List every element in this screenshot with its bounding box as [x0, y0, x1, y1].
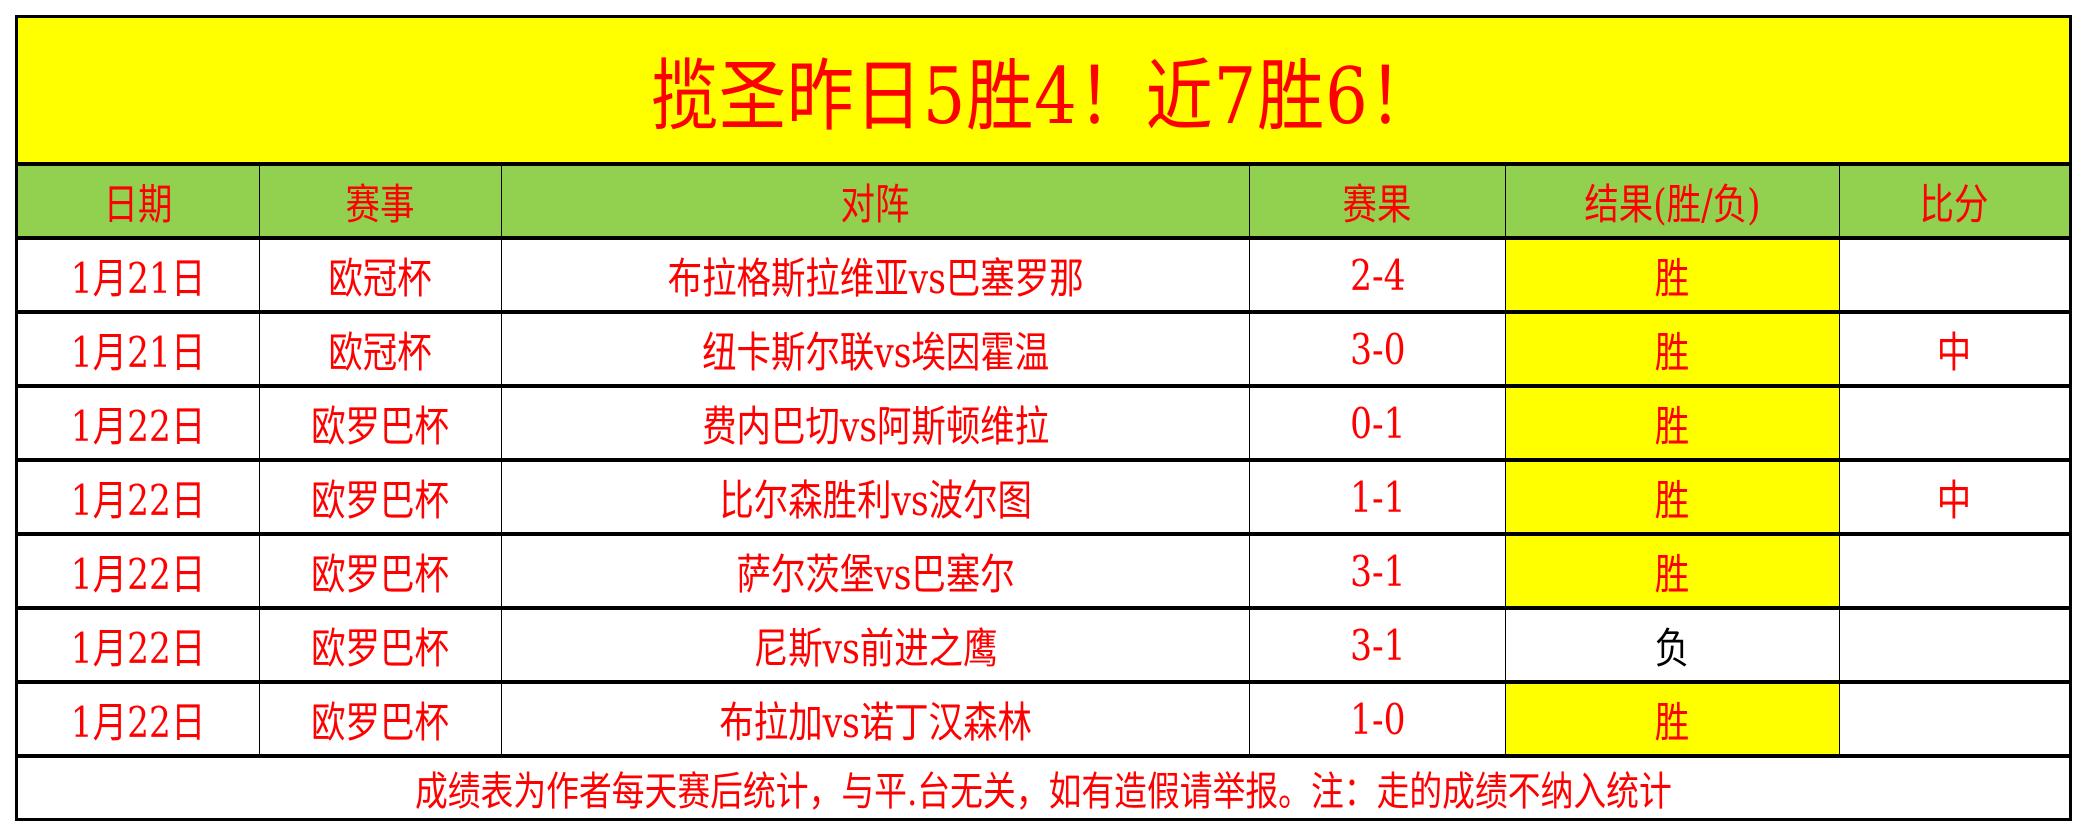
- header-result: 结果(胜/负): [1506, 166, 1840, 236]
- league-cell: 欧罗巴杯: [260, 610, 502, 680]
- bifen-cell: 中: [1937, 327, 1972, 377]
- header-date: 日期: [18, 166, 260, 236]
- result-cell: 负: [1506, 610, 1840, 680]
- title-text: 揽圣昨日5胜4！近7胜6！: [650, 52, 1437, 142]
- bifen-cell: [1840, 536, 2069, 606]
- match-cell: 萨尔茨堡vs巴塞尔: [502, 536, 1250, 606]
- date-cell: 1月22日: [18, 610, 260, 680]
- table-row: 1月22日 欧罗巴杯 布拉加vs诺丁汉森林 1-0 胜: [18, 684, 2069, 758]
- result-cell: 胜: [1506, 462, 1840, 532]
- result-cell: 胜: [1506, 684, 1840, 754]
- table-row: 1月22日 欧罗巴杯 萨尔茨堡vs巴塞尔 3-1 胜: [18, 536, 2069, 610]
- result-cell: 胜: [1506, 314, 1840, 384]
- match-cell: 比尔森胜利vs波尔图: [502, 462, 1250, 532]
- result-cell: 胜: [1506, 388, 1840, 458]
- bifen-cell: [1840, 610, 2069, 680]
- score-cell: 3-1: [1250, 536, 1506, 606]
- league-cell: 欧冠杯: [260, 314, 502, 384]
- date-cell: 1月22日: [18, 536, 260, 606]
- bifen-cell: [1840, 388, 2069, 458]
- table-title: 揽圣昨日5胜4！近7胜6！: [18, 18, 2069, 166]
- result-cell: 胜: [1506, 240, 1840, 310]
- table-row: 1月22日 欧罗巴杯 比尔森胜利vs波尔图 1-1 胜 中: [18, 462, 2069, 536]
- result-cell: 胜: [1506, 536, 1840, 606]
- score-cell: 2-4: [1250, 240, 1506, 310]
- league-cell: 欧罗巴杯: [260, 462, 502, 532]
- table-row: 1月21日 欧冠杯 纽卡斯尔联vs埃因霍温 3-0 胜 中: [18, 314, 2069, 388]
- footer-note: 成绩表为作者每天赛后统计，与平.台无关，如有造假请举报。注：走的成绩不纳入统计: [415, 769, 1672, 815]
- header-bifen: 比分: [1920, 179, 1989, 229]
- score-cell: 1-0: [1250, 684, 1506, 754]
- league-cell: 欧罗巴杯: [260, 388, 502, 458]
- league-cell: 欧罗巴杯: [260, 536, 502, 606]
- date-cell: 1月22日: [18, 388, 260, 458]
- table-row: 1月22日 欧罗巴杯 费内巴切vs阿斯顿维拉 0-1 胜: [18, 388, 2069, 462]
- date-cell: 1月21日: [18, 240, 260, 310]
- league-cell: 欧冠杯: [260, 240, 502, 310]
- match-cell: 布拉加vs诺丁汉森林: [502, 684, 1250, 754]
- score-cell: 1-1: [1250, 462, 1506, 532]
- match-cell: 尼斯vs前进之鹰: [502, 610, 1250, 680]
- date-cell: 1月21日: [18, 314, 260, 384]
- score-cell: 0-1: [1250, 388, 1506, 458]
- header-league: 赛事: [260, 166, 502, 236]
- table-row: 1月21日 欧冠杯 布拉格斯拉维亚vs巴塞罗那 2-4 胜: [18, 240, 2069, 314]
- header-score: 赛果: [1250, 166, 1506, 236]
- header-row: 日期 赛事 对阵 赛果 结果(胜/负) 比分: [18, 166, 2069, 240]
- table-row: 1月22日 欧罗巴杯 尼斯vs前进之鹰 3-1 负: [18, 610, 2069, 684]
- match-cell: 纽卡斯尔联vs埃因霍温: [502, 314, 1250, 384]
- league-cell: 欧罗巴杯: [260, 684, 502, 754]
- bifen-cell: [1840, 684, 2069, 754]
- results-table: 揽圣昨日5胜4！近7胜6！ 日期 赛事 对阵 赛果 结果(胜/负) 比分 1月2…: [15, 15, 2072, 821]
- match-cell: 布拉格斯拉维亚vs巴塞罗那: [502, 240, 1250, 310]
- match-cell: 费内巴切vs阿斯顿维拉: [502, 388, 1250, 458]
- bifen-cell: [1840, 240, 2069, 310]
- date-cell: 1月22日: [18, 462, 260, 532]
- header-match: 对阵: [502, 166, 1250, 236]
- score-cell: 3-0: [1250, 314, 1506, 384]
- bifen-cell: 中: [1937, 475, 1972, 525]
- score-cell: 3-1: [1250, 610, 1506, 680]
- date-cell: 1月22日: [18, 684, 260, 754]
